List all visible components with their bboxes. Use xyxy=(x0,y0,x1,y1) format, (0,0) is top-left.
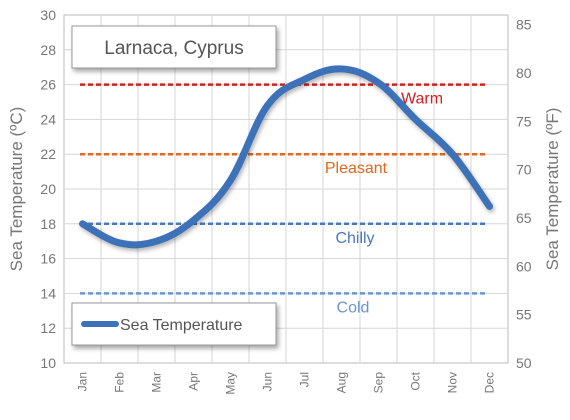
x-tick-label: Aug xyxy=(335,372,349,393)
x-tick-label: Jan xyxy=(76,372,90,391)
left-tick-label: 10 xyxy=(40,355,56,371)
left-tick-label: 30 xyxy=(40,7,56,23)
right-axis-ticks: 50 55 60 65 70 75 80 85 xyxy=(516,17,532,371)
left-tick-label: 20 xyxy=(40,181,56,197)
left-tick-label: 28 xyxy=(40,42,56,58)
left-tick-label: 24 xyxy=(40,111,56,127)
left-tick-label: 18 xyxy=(40,216,56,232)
x-tick-label: Jun xyxy=(261,372,275,391)
x-tick-label: Jul xyxy=(298,372,312,387)
right-tick-label: 80 xyxy=(516,65,532,81)
x-tick-label: Sep xyxy=(372,372,386,394)
reference-label-warm: Warm xyxy=(401,91,443,108)
right-tick-label: 70 xyxy=(516,162,532,178)
legend: Sea Temperature xyxy=(71,302,277,346)
x-tick-label: Mar xyxy=(150,372,164,393)
right-tick-label: 75 xyxy=(516,113,532,129)
left-tick-label: 22 xyxy=(40,146,56,162)
right-tick-label: 55 xyxy=(516,307,532,323)
right-tick-label: 50 xyxy=(516,355,532,371)
chart-title-box: Larnaca, Cyprus xyxy=(71,25,277,69)
reference-lines: Warm Pleasant Chilly Cold xyxy=(80,83,488,316)
x-axis-ticks: Jan Feb Mar Apr May Jun Jul Aug Sep Oct Nov Dec xyxy=(76,371,497,394)
left-tick-label: 14 xyxy=(40,285,56,301)
left-axis-title: Sea Temperature (ºC) xyxy=(7,107,26,272)
x-tick-label: May xyxy=(224,372,238,395)
reference-label-pleasant: Pleasant xyxy=(325,160,388,177)
legend-label-sea-temperature: Sea Temperature xyxy=(120,317,243,334)
series-line-sea-temperature xyxy=(79,65,493,249)
right-tick-label: 65 xyxy=(516,210,532,226)
reference-label-cold: Cold xyxy=(337,299,370,316)
chart-title: Larnaca, Cyprus xyxy=(104,38,243,59)
right-tick-label: 60 xyxy=(516,258,532,274)
x-tick-label: Nov xyxy=(446,372,460,393)
x-tick-label: Apr xyxy=(187,372,201,391)
left-tick-label: 26 xyxy=(40,77,56,93)
reference-label-chilly: Chilly xyxy=(335,230,374,247)
x-tick-label: Dec xyxy=(483,372,497,393)
right-axis-title: Sea Temperature (ºF) xyxy=(543,108,562,271)
left-tick-label: 12 xyxy=(40,320,56,336)
right-tick-label: 85 xyxy=(516,17,532,33)
series-layer xyxy=(79,65,493,249)
left-tick-label: 16 xyxy=(40,251,56,267)
left-axis-ticks: 10 12 14 16 18 20 22 24 26 28 30 xyxy=(40,7,56,371)
x-tick-label: Feb xyxy=(113,372,127,393)
x-tick-label: Oct xyxy=(409,371,423,390)
